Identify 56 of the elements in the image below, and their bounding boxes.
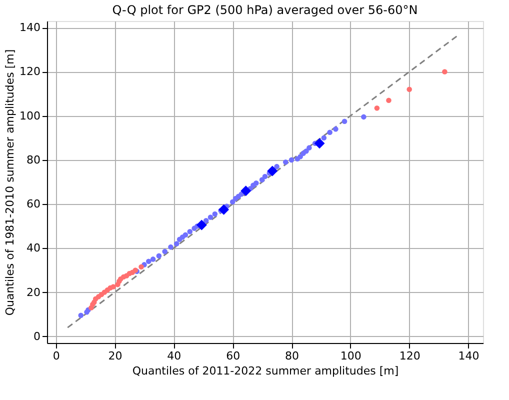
point bbox=[146, 258, 152, 264]
point bbox=[321, 135, 327, 141]
x-tick-label: 0 bbox=[52, 350, 60, 362]
y-tick-label: 140 bbox=[20, 21, 40, 34]
point bbox=[259, 177, 265, 182]
point bbox=[361, 114, 366, 120]
point bbox=[267, 166, 278, 176]
point bbox=[182, 232, 188, 238]
point bbox=[203, 218, 209, 224]
y-tick-label: 120 bbox=[20, 65, 40, 78]
point bbox=[374, 105, 380, 111]
x-tick-label: 140 bbox=[458, 350, 480, 362]
point bbox=[110, 284, 116, 290]
point bbox=[138, 264, 144, 270]
y-tick-label: 80 bbox=[26, 153, 40, 166]
point bbox=[288, 157, 294, 163]
point bbox=[262, 174, 268, 180]
point bbox=[156, 253, 162, 259]
point bbox=[406, 86, 412, 92]
chart-title: Q-Q plot for GP2 (500 hPa) averaged over 56-60°N bbox=[112, 3, 418, 17]
y-tick-label: 20 bbox=[26, 286, 40, 299]
x-tick-label: 80 bbox=[285, 350, 300, 362]
x-tick-label: 20 bbox=[108, 350, 122, 362]
point bbox=[386, 98, 392, 104]
point bbox=[218, 204, 229, 215]
y-axis-title: Quantiles of 1981-2010 summer amplitudes [m] bbox=[4, 49, 17, 316]
x-tick-label: 120 bbox=[399, 350, 420, 362]
point bbox=[442, 69, 448, 74]
point bbox=[306, 145, 312, 150]
y-tick-label: 60 bbox=[26, 198, 40, 211]
point bbox=[196, 220, 207, 230]
point bbox=[168, 244, 174, 250]
point bbox=[187, 228, 193, 234]
point bbox=[174, 241, 180, 246]
point bbox=[240, 186, 252, 196]
point bbox=[254, 180, 259, 186]
point bbox=[314, 138, 325, 149]
y-tick-label: 0 bbox=[34, 330, 40, 343]
x-tick-label: 100 bbox=[340, 350, 362, 362]
point bbox=[327, 130, 332, 136]
x-tick-label: 60 bbox=[226, 350, 240, 362]
x-axis-title: Quantiles of 2011-2022 summer amplitudes [m] bbox=[132, 364, 399, 378]
x-tick-label: 40 bbox=[167, 350, 182, 362]
point bbox=[274, 164, 280, 170]
y-tick-label: 100 bbox=[20, 109, 40, 122]
point bbox=[342, 118, 348, 124]
point bbox=[208, 214, 214, 220]
point bbox=[282, 160, 288, 165]
point bbox=[333, 126, 338, 132]
y-tick-label: 40 bbox=[26, 242, 40, 255]
point bbox=[298, 154, 303, 160]
point bbox=[78, 312, 84, 318]
point bbox=[304, 148, 309, 154]
point bbox=[212, 211, 218, 217]
point bbox=[162, 248, 168, 254]
point bbox=[150, 256, 156, 262]
